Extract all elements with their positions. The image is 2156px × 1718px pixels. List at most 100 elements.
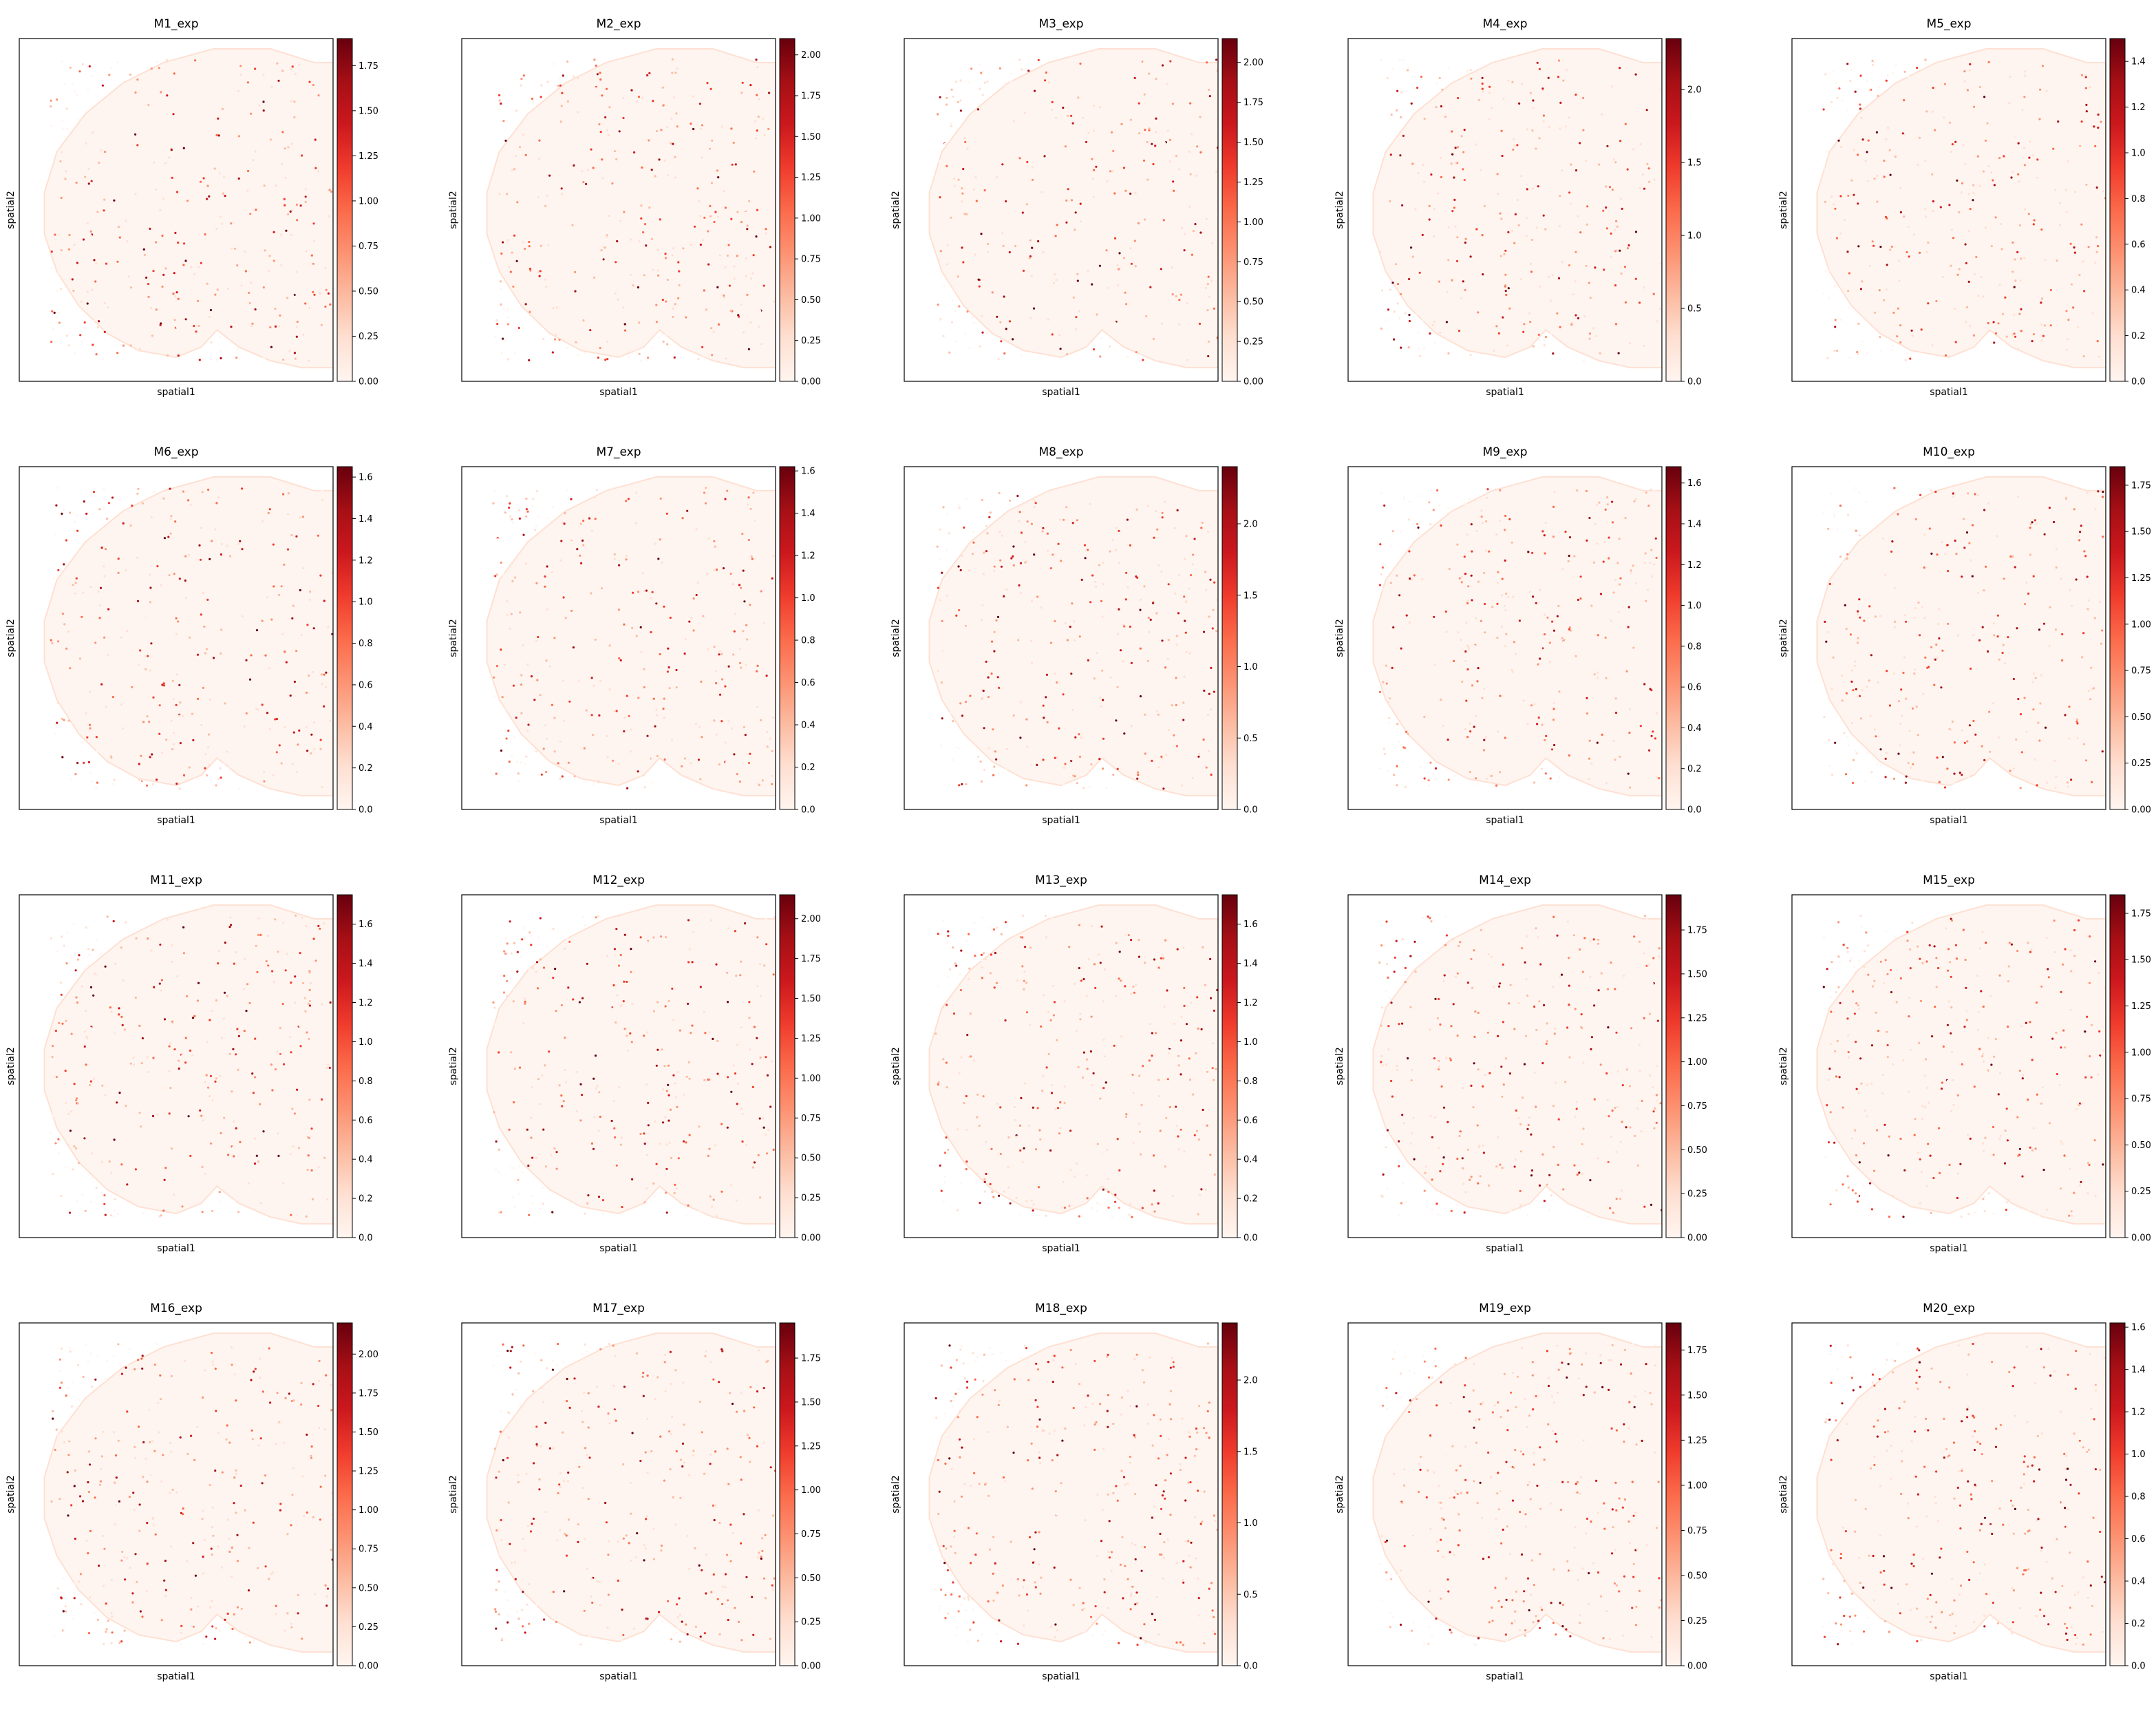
spot: [1005, 768, 1007, 770]
spot: [2042, 291, 2044, 293]
spot: [1527, 624, 1529, 626]
spot: [215, 172, 217, 174]
spot: [140, 659, 142, 661]
spot: [1618, 352, 1620, 354]
spot: [1098, 491, 1100, 493]
spot: [2008, 193, 2010, 195]
spot: [222, 129, 224, 131]
spot: [1045, 696, 1047, 698]
spot: [1892, 345, 1894, 347]
colorbar: [337, 467, 352, 809]
spot: [328, 293, 330, 295]
plot-title: M5_exp: [1927, 17, 1972, 31]
spot: [736, 205, 738, 207]
spot: [255, 259, 257, 261]
spot: [2101, 269, 2103, 271]
spot: [996, 190, 998, 192]
spot: [1461, 135, 1463, 137]
spot: [957, 667, 959, 669]
spot: [1513, 242, 1515, 244]
spot: [306, 624, 308, 626]
spot: [1543, 114, 1545, 116]
spot: [957, 101, 959, 103]
spot: [1469, 730, 1471, 732]
spot: [736, 354, 738, 356]
spot: [1188, 200, 1191, 202]
spot: [1036, 512, 1038, 514]
spot: [563, 596, 565, 598]
spot: [1102, 738, 1104, 740]
spot: [220, 350, 222, 352]
spot: [762, 628, 764, 630]
spot: [1950, 151, 1952, 153]
spot: [1921, 248, 1923, 251]
spot: [1836, 350, 1838, 352]
spot: [1906, 277, 1908, 279]
spot: [1536, 211, 1538, 213]
spot: [1456, 544, 1458, 546]
spot: [981, 698, 983, 700]
spot: [1597, 671, 1599, 673]
spot: [1020, 592, 1022, 594]
spot: [979, 257, 981, 259]
spot: [753, 633, 755, 635]
spot: [1641, 333, 1643, 335]
spot: [976, 119, 978, 121]
spot: [659, 653, 661, 655]
spot: [1209, 505, 1211, 507]
spot: [1872, 245, 1875, 247]
spot: [1031, 661, 1033, 664]
spot: [61, 197, 63, 199]
spot: [1497, 571, 1499, 573]
spot: [548, 258, 550, 260]
spot: [1410, 214, 1412, 216]
spot: [1499, 695, 1501, 697]
spot: [2010, 737, 2012, 739]
spot: [1098, 758, 1100, 760]
spot: [1473, 725, 1475, 728]
spot: [1588, 282, 1590, 284]
spot: [1954, 540, 1956, 542]
spot: [961, 783, 963, 785]
spot: [1398, 741, 1400, 743]
spot: [1129, 174, 1131, 176]
spot: [966, 310, 968, 312]
spot: [307, 534, 309, 536]
spot: [1200, 527, 1202, 529]
spot: [1929, 216, 1931, 218]
spot: [117, 759, 119, 761]
spot: [981, 499, 983, 501]
spot: [960, 109, 962, 112]
spot: [590, 149, 593, 151]
spot: [218, 214, 220, 216]
spot: [2017, 173, 2019, 176]
spot: [707, 264, 709, 266]
spot: [1958, 268, 1961, 270]
spot: [1012, 545, 1014, 547]
spot: [1381, 289, 1383, 291]
spot: [1185, 326, 1187, 328]
spot: [1468, 648, 1470, 650]
spot: [965, 625, 967, 627]
spot: [1144, 752, 1146, 754]
spot: [98, 591, 100, 593]
spot: [1172, 293, 1174, 295]
spot: [1652, 730, 1654, 732]
spot: [1635, 74, 1637, 76]
spot: [1970, 775, 1972, 777]
spot: [1637, 127, 1639, 129]
spot: [270, 346, 273, 348]
spot: [511, 169, 513, 171]
spot: [643, 774, 645, 776]
spot: [1482, 743, 1484, 745]
spot: [1418, 495, 1420, 497]
spot: [1125, 572, 1127, 574]
spot: [1013, 564, 1015, 566]
spot: [284, 204, 286, 206]
spot: [562, 74, 564, 76]
spot: [317, 94, 319, 96]
spot: [314, 633, 317, 635]
spot: [1460, 639, 1462, 641]
spot: [1419, 272, 1421, 274]
